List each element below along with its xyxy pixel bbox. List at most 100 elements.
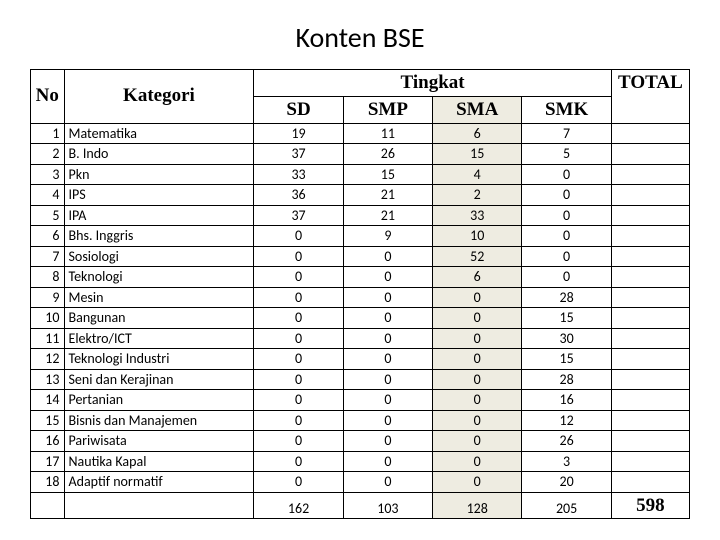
cell-smk: 0: [522, 205, 611, 226]
cell-sd: 33: [254, 164, 343, 185]
cell-sma: 0: [433, 308, 522, 329]
table-row: 5IPA3721330: [31, 205, 690, 226]
cell-no: 12: [31, 349, 65, 370]
cell-kategori: Sosiologi: [64, 246, 254, 267]
cell-sma: 4: [433, 164, 522, 185]
cell-no: 5: [31, 205, 65, 226]
table-row: 2B. Indo3726155: [31, 144, 690, 165]
cell-no: 3: [31, 164, 65, 185]
cell-smp: 0: [343, 328, 432, 349]
cell-sd: 37: [254, 144, 343, 165]
cell-total: [611, 390, 689, 411]
cell-total: [611, 472, 689, 493]
cell-kategori: Pkn: [64, 164, 254, 185]
cell-total: [611, 267, 689, 288]
cell-sma: 0: [433, 349, 522, 370]
header-row-1: No Kategori Tingkat TOTAL: [31, 70, 690, 97]
cell-smk: 26: [522, 431, 611, 452]
cell-total: [611, 328, 689, 349]
cell-sd: 0: [254, 410, 343, 431]
table-row: 3Pkn331540: [31, 164, 690, 185]
header-total: TOTAL: [611, 70, 689, 124]
cell-no: 18: [31, 472, 65, 493]
cell-no: 1: [31, 123, 65, 144]
cell-kategori: IPA: [64, 205, 254, 226]
cell-smp: 0: [343, 431, 432, 452]
cell-smk: 0: [522, 164, 611, 185]
cell-total: [611, 246, 689, 267]
cell-sd: 0: [254, 369, 343, 390]
cell-no: 17: [31, 451, 65, 472]
cell-total: [611, 287, 689, 308]
cell-smp: 0: [343, 410, 432, 431]
cell-smk: 0: [522, 267, 611, 288]
cell-kategori: Bhs. Inggris: [64, 226, 254, 247]
cell-sma: 0: [433, 328, 522, 349]
cell-smk: 0: [522, 226, 611, 247]
cell-no: 15: [31, 410, 65, 431]
footer-smp: 103: [343, 492, 432, 519]
cell-smk: 28: [522, 287, 611, 308]
cell-total: [611, 349, 689, 370]
cell-total: [611, 123, 689, 144]
cell-kategori: IPS: [64, 185, 254, 206]
cell-sd: 0: [254, 328, 343, 349]
header-tingkat: Tingkat: [254, 70, 611, 97]
cell-smp: 21: [343, 205, 432, 226]
footer-smk: 205: [522, 492, 611, 519]
cell-total: [611, 144, 689, 165]
cell-kategori: Seni dan Kerajinan: [64, 369, 254, 390]
cell-sma: 0: [433, 431, 522, 452]
table-row: 7Sosiologi00520: [31, 246, 690, 267]
footer-row: 162 103 128 205 598: [31, 492, 690, 519]
table-row: 12Teknologi Industri00015: [31, 349, 690, 370]
cell-total: [611, 205, 689, 226]
cell-sd: 0: [254, 287, 343, 308]
cell-no: 14: [31, 390, 65, 411]
cell-smp: 15: [343, 164, 432, 185]
cell-no: 2: [31, 144, 65, 165]
cell-sma: 15: [433, 144, 522, 165]
cell-smk: 15: [522, 349, 611, 370]
table-row: 15Bisnis dan Manajemen00012: [31, 410, 690, 431]
cell-sma: 6: [433, 123, 522, 144]
cell-smk: 28: [522, 369, 611, 390]
table-row: 1Matematika191167: [31, 123, 690, 144]
table-row: 18Adaptif normatif00020: [31, 472, 690, 493]
cell-smp: 0: [343, 308, 432, 329]
footer-total: 598: [611, 492, 689, 519]
table-body: 1Matematika1911672B. Indo37261553Pkn3315…: [31, 123, 690, 492]
cell-total: [611, 410, 689, 431]
footer-blank-cat: [64, 492, 254, 519]
cell-no: 6: [31, 226, 65, 247]
cell-kategori: Nautika Kapal: [64, 451, 254, 472]
header-kategori: Kategori: [64, 70, 254, 124]
cell-total: [611, 164, 689, 185]
cell-no: 10: [31, 308, 65, 329]
cell-sd: 0: [254, 246, 343, 267]
cell-sma: 0: [433, 410, 522, 431]
bse-table: No Kategori Tingkat TOTAL SD SMP SMA SMK…: [30, 69, 690, 519]
cell-kategori: Bisnis dan Manajemen: [64, 410, 254, 431]
cell-smp: 9: [343, 226, 432, 247]
table-row: 13Seni dan Kerajinan00028: [31, 369, 690, 390]
cell-kategori: Matematika: [64, 123, 254, 144]
cell-kategori: Pertanian: [64, 390, 254, 411]
cell-kategori: B. Indo: [64, 144, 254, 165]
cell-smk: 7: [522, 123, 611, 144]
cell-smp: 0: [343, 369, 432, 390]
table-row: 8Teknologi0060: [31, 267, 690, 288]
header-sma: SMA: [433, 96, 522, 123]
cell-no: 7: [31, 246, 65, 267]
cell-smk: 20: [522, 472, 611, 493]
table-row: 4IPS362120: [31, 185, 690, 206]
cell-sma: 0: [433, 287, 522, 308]
page-title: Konten BSE: [30, 20, 690, 55]
cell-sd: 36: [254, 185, 343, 206]
cell-sd: 19: [254, 123, 343, 144]
footer-blank-no: [31, 492, 65, 519]
cell-kategori: Pariwisata: [64, 431, 254, 452]
table-row: 14Pertanian00016: [31, 390, 690, 411]
cell-smk: 12: [522, 410, 611, 431]
header-smk: SMK: [522, 96, 611, 123]
